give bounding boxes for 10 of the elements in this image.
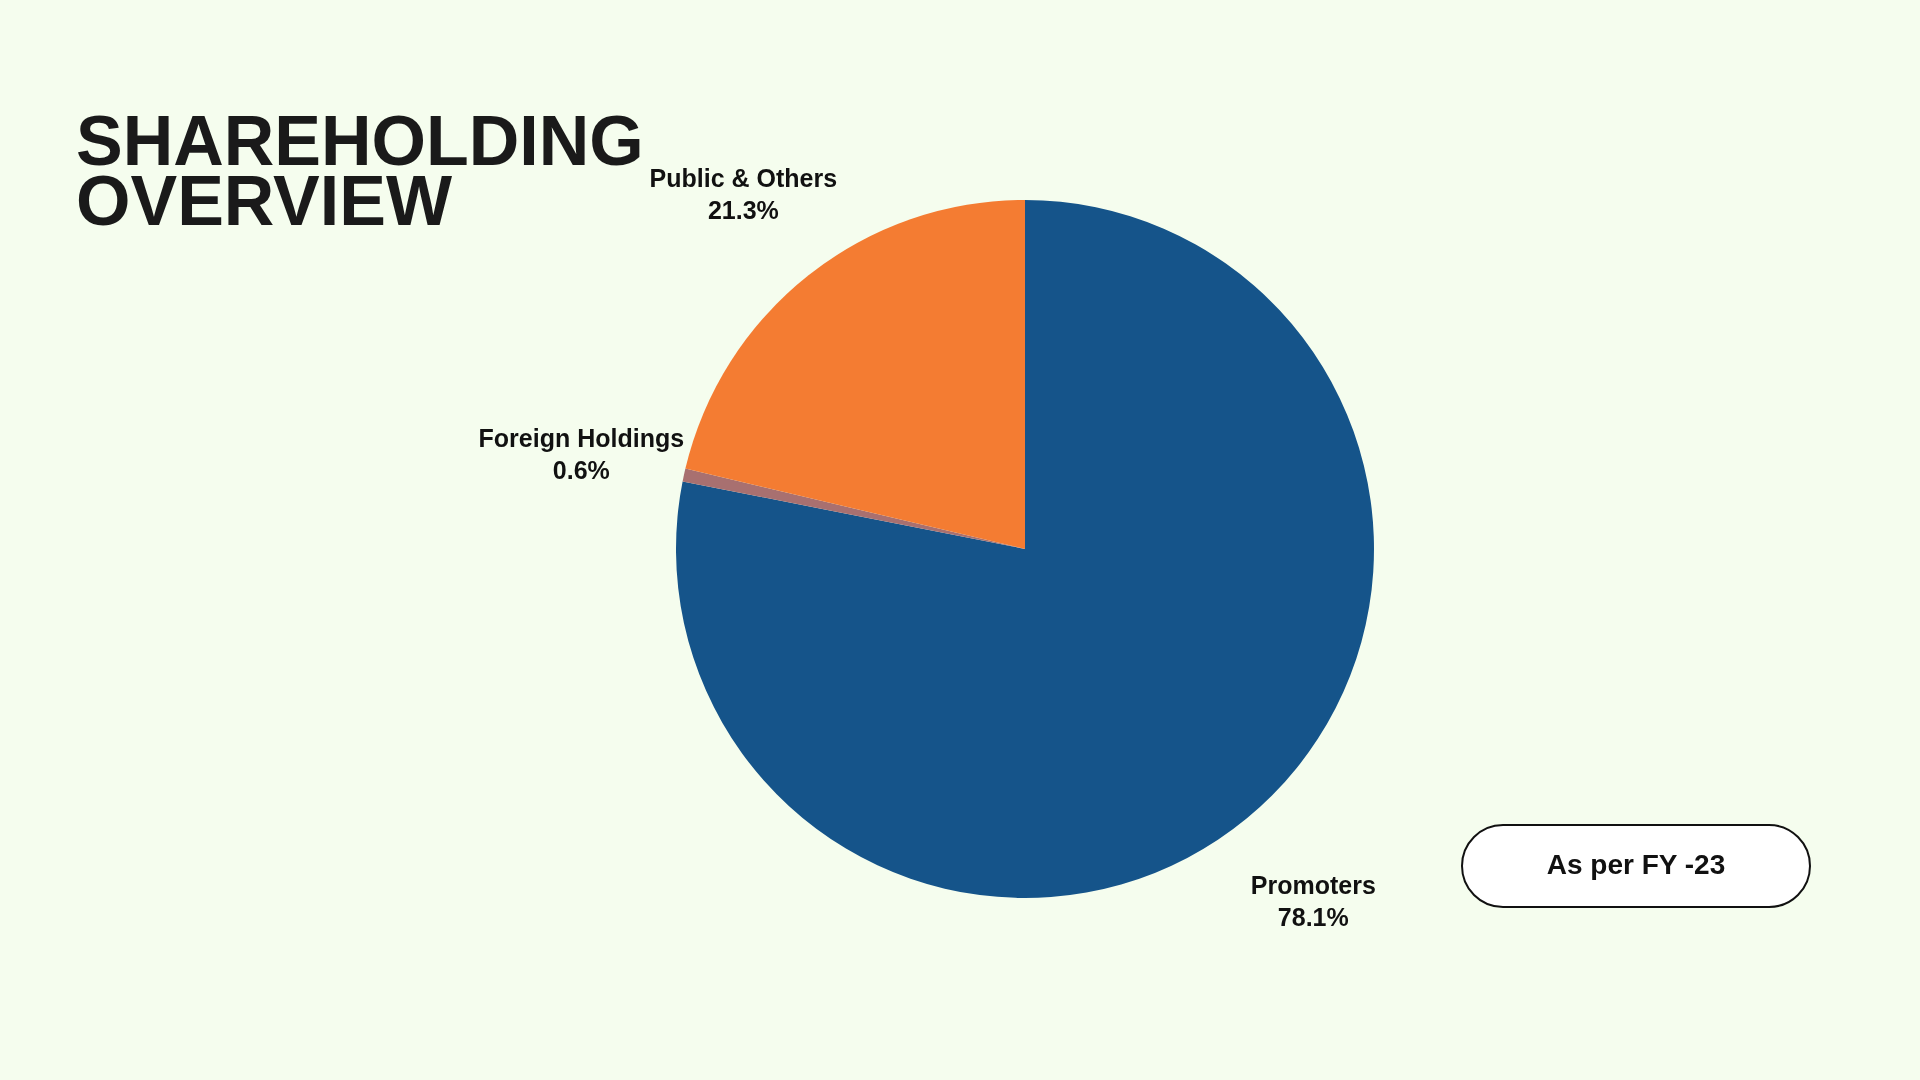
pie-slice xyxy=(682,468,1025,549)
data-label: 0.6% xyxy=(552,455,610,484)
text: As per FY -23 xyxy=(1546,849,1726,880)
pie-slice xyxy=(685,200,1025,549)
slice-label: Foreign Holdings xyxy=(478,423,685,452)
slice-label: Promoters xyxy=(1250,870,1376,899)
data-label: 78.1% xyxy=(1277,902,1349,931)
data-label: 21.3% xyxy=(707,195,779,224)
slice-label: Public & Others xyxy=(649,163,838,192)
chart-title: SHAREHOLDING OVERVIEW xyxy=(76,102,644,240)
